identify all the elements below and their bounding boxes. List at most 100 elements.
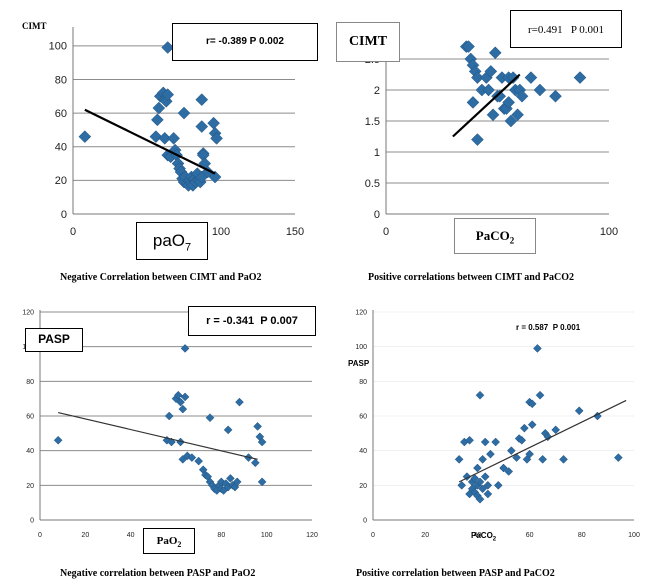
x-tick-label: 120 xyxy=(306,532,318,539)
y-tick-label: 60 xyxy=(359,413,367,420)
trend-line xyxy=(84,108,216,175)
data-point xyxy=(235,397,244,407)
data-point xyxy=(527,399,537,409)
x-axis-label-text: PaCO xyxy=(475,228,510,243)
y-tick-label: 60 xyxy=(55,108,67,120)
panel-pasp-pao2: 020406080100120020406080100120 PASP r = … xyxy=(0,300,330,580)
y-tick-label: 40 xyxy=(26,448,34,455)
annotation-r: r = 0.587 xyxy=(516,323,549,332)
y-tick-label: 0 xyxy=(374,209,380,221)
data-point xyxy=(527,420,537,430)
x-tick-label: 20 xyxy=(421,532,429,539)
data-point xyxy=(226,474,235,483)
data-point xyxy=(480,472,490,482)
y-axis-label: CIMT xyxy=(22,21,47,31)
data-point xyxy=(504,467,514,476)
x-axis-label-subscript: 2 xyxy=(492,536,497,543)
x-tick-label: 60 xyxy=(526,532,534,539)
annotation-p: P 0.001 xyxy=(570,24,605,36)
y-tick-label: 0 xyxy=(61,209,67,221)
correlation-annotation: r=0.491 P 0.001 xyxy=(510,10,622,48)
data-point xyxy=(525,449,534,459)
data-point xyxy=(462,40,475,53)
x-tick-label: 0 xyxy=(70,226,76,238)
panel-pasp-paco2: 0 20 40 60 80 100 120 0 20 40 60 80 100 PASP r = 0.5… xyxy=(330,300,650,580)
y-tick-label: 80 xyxy=(55,74,67,86)
x-axis-label-subscript: 2 xyxy=(177,540,182,550)
panel-cimt-paco2: 00.511.522.5050100 CIMT r=0.491 P 0.001 … xyxy=(330,0,650,290)
data-point xyxy=(173,390,183,400)
y-tick-label: 60 xyxy=(26,413,34,420)
y-tick-label: 80 xyxy=(26,379,34,386)
panel-cimt-pao2: 020406080100050100150 CIMT r= -0.389 P 0… xyxy=(0,0,330,290)
x-axis-label-text: PaCO xyxy=(471,531,493,540)
trend-line xyxy=(458,399,627,483)
data-point xyxy=(53,435,63,445)
y-tick-label: 1.5 xyxy=(365,116,380,128)
data-point xyxy=(205,413,215,423)
data-point xyxy=(559,454,568,464)
data-point xyxy=(538,454,548,464)
data-point xyxy=(223,425,233,435)
x-tick-label: 0 xyxy=(383,226,389,238)
x-tick-label: 40 xyxy=(127,532,135,539)
data-point xyxy=(257,477,267,487)
data-point xyxy=(465,435,474,445)
data-point xyxy=(187,453,197,462)
data-point xyxy=(158,131,172,145)
x-tick-label: 100 xyxy=(628,532,640,539)
data-point xyxy=(488,46,502,60)
data-point xyxy=(511,108,524,122)
data-point xyxy=(504,114,518,128)
y-tick-label: 120 xyxy=(22,309,34,316)
y-tick-label: 40 xyxy=(359,448,367,455)
annotation-p: P 0.007 xyxy=(260,315,298,327)
correlation-annotation: r = 0.587 P 0.001 xyxy=(516,323,580,332)
x-axis-label: PaCO2 xyxy=(471,531,496,543)
trend-line xyxy=(57,411,258,460)
data-point xyxy=(470,474,480,483)
data-point xyxy=(180,392,190,402)
data-point xyxy=(180,344,190,353)
data-point xyxy=(78,130,92,143)
data-point xyxy=(549,89,562,103)
data-point xyxy=(178,404,188,414)
data-point xyxy=(149,130,163,143)
data-point xyxy=(177,106,191,120)
data-point xyxy=(493,89,507,103)
y-axis-label: PASP xyxy=(348,359,370,368)
y-tick-label: 80 xyxy=(359,379,367,386)
x-axis-label-text: PaO xyxy=(156,535,178,547)
data-point xyxy=(515,89,529,103)
correlation-annotation: r = -0.341 P 0.007 xyxy=(188,306,316,336)
data-point xyxy=(466,96,480,109)
data-point xyxy=(176,397,185,407)
data-point xyxy=(475,494,485,504)
data-point xyxy=(535,390,545,400)
x-tick-label: 100 xyxy=(600,226,618,238)
x-axis-label-text: paO xyxy=(152,231,185,250)
data-point xyxy=(573,71,587,84)
data-point xyxy=(574,406,584,416)
data-point xyxy=(478,454,487,464)
correlation-annotation: r= -0.389 P 0.002 xyxy=(172,23,318,61)
data-point xyxy=(208,170,222,184)
data-point xyxy=(161,41,175,54)
chart-caption: Positive correlations between CIMT and P… xyxy=(368,272,575,283)
x-tick-label: 100 xyxy=(261,532,273,539)
data-point xyxy=(167,131,180,145)
data-point xyxy=(195,93,209,106)
data-point xyxy=(471,133,484,146)
data-point xyxy=(480,437,490,447)
data-point xyxy=(533,83,547,97)
data-point xyxy=(475,390,485,400)
x-tick-label: 20 xyxy=(81,532,89,539)
data-point xyxy=(491,437,501,447)
data-point xyxy=(161,88,175,101)
x-axis-label-subscript: 7 xyxy=(185,241,192,254)
data-point xyxy=(257,437,267,447)
y-tick-label: 0.5 xyxy=(365,178,380,190)
scatter-chart-pasp-paco2: 0 20 40 60 80 100 120 0 20 40 60 80 100 xyxy=(355,309,640,539)
x-axis-label: PaO2 xyxy=(143,528,195,554)
data-point xyxy=(502,96,516,109)
